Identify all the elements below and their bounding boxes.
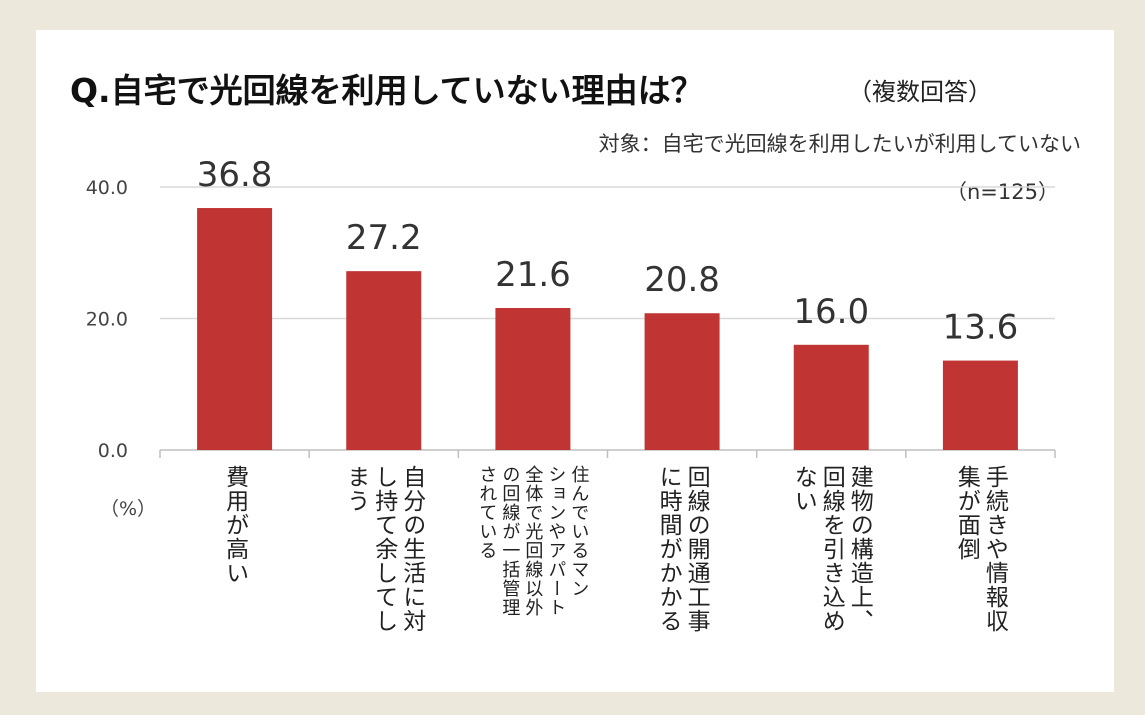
y-tick-label: 20.0: [86, 309, 128, 331]
target-note: 対象：自宅で光回線を利用したいが利用していない: [598, 132, 1081, 156]
category-label: 手続きや情報収 集が面倒: [953, 465, 1008, 633]
category-label: 費用が高い: [221, 465, 248, 585]
bar: [793, 344, 869, 450]
data-label: 27.2: [346, 218, 422, 258]
data-label: 20.8: [644, 260, 720, 300]
multiple-answer-note: （複数回答）: [848, 78, 992, 106]
category-label: 自分の生活に対 し持て余してし まう: [342, 465, 425, 633]
bar: [495, 307, 571, 450]
category-label: 住んでいるマン ションやアパート 全体で光回線以外 の回線が一括管理 されている: [476, 465, 590, 617]
unit-label: （%）: [100, 498, 157, 520]
sample-size: （n=125）: [946, 180, 1059, 204]
bar: [942, 360, 1018, 450]
data-label: 13.6: [943, 308, 1019, 348]
y-tick-label: 0.0: [98, 440, 128, 462]
y-tick-label: 40.0: [86, 177, 128, 199]
data-label: 21.6: [495, 255, 571, 295]
bar: [644, 313, 720, 450]
bar: [197, 208, 273, 450]
data-label: 36.8: [197, 155, 273, 195]
category-label: 建物の構造上、 回線を引き込め ない: [790, 465, 873, 633]
category-label: 回線の開通工事 に時間がかかる: [655, 465, 710, 633]
bar: [346, 271, 422, 450]
data-label: 16.0: [793, 292, 869, 332]
chart-title: Q.自宅で光回線を利用していない理由は？: [70, 71, 704, 110]
